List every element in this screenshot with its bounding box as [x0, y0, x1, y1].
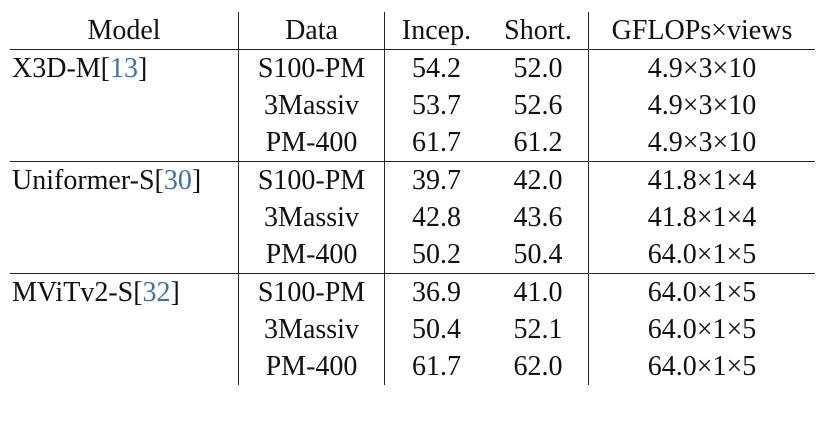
table-row: 3Massiv 53.7 52.6 4.9×3×10 — [10, 87, 815, 124]
citation-close-bracket: ] — [138, 53, 148, 84]
header-incep: Incep. — [384, 12, 488, 50]
model-name: Uniformer-S — [12, 165, 155, 196]
incep-cell: 42.8 — [384, 199, 488, 236]
table-row: 3Massiv 42.8 43.6 41.8×1×4 — [10, 199, 815, 236]
data-cell: 3Massiv — [238, 87, 385, 124]
data-cell: PM-400 — [238, 124, 385, 162]
model-cell: Uniformer-S[30] — [10, 161, 239, 274]
data-cell: 3Massiv — [238, 311, 385, 348]
citation-link[interactable]: 13 — [110, 53, 138, 84]
short-cell: 42.0 — [488, 161, 589, 199]
data-cell: S100-PM — [238, 161, 385, 199]
short-cell: 62.0 — [513, 351, 563, 382]
table-row: Uniformer-S[30] S100-PM 39.7 42.0 41.8×1×4 — [10, 161, 815, 274]
header-data: Data — [238, 12, 385, 50]
short-cell: 50.4 — [513, 239, 563, 270]
data-cell: S100-PM — [238, 49, 385, 87]
citation-close-bracket: ] — [191, 165, 202, 196]
incep-cell: 50.2 — [384, 236, 488, 274]
short-cell: 52.0 — [513, 53, 563, 84]
table-row: PM-400 61.7 62.0 64.0×1×5 — [10, 348, 815, 385]
short-cell: 43.6 — [513, 202, 563, 233]
gflops-cell: 64.0×1×5 — [588, 348, 815, 385]
incep-cell: 61.7 — [384, 348, 488, 385]
table-row: X3D-M[13] S100-PM 54.2 52.0 4.9×3×10 — [10, 49, 815, 87]
model-cell: X3D-M[13] — [10, 50, 239, 162]
citation-open-bracket: [ — [154, 165, 164, 196]
incep-cell: 36.9 — [384, 273, 488, 311]
incep-cell: 50.4 — [384, 311, 488, 348]
gflops-cell: 4.9×3×10 — [588, 124, 815, 162]
model-name: X3D-M — [12, 53, 101, 84]
short-cell: 61.2 — [513, 127, 563, 158]
results-table: Model Data Incep. Short. GFLOPs×views X3… — [10, 12, 815, 385]
header-short: Short. — [488, 12, 589, 50]
incep-cell: 39.7 — [384, 161, 488, 199]
gflops-cell: 64.0×1×5 — [588, 236, 815, 274]
gflops-cell: 4.9×3×10 — [588, 49, 815, 87]
short-cell: 41.0 — [488, 273, 589, 311]
table-row: PM-400 50.2 50.4 64.0×1×5 — [10, 236, 815, 274]
model-cell: MViTv2-S[32] — [10, 273, 239, 385]
short-cell: 52.1 — [513, 314, 563, 345]
model-group: Uniformer-S[30] S100-PM 39.7 42.0 41.8×1×4 3M… — [10, 161, 815, 274]
citation-link[interactable]: 32 — [142, 277, 171, 308]
incep-cell: 61.7 — [384, 124, 488, 162]
short-cell: 52.6 — [513, 90, 563, 121]
table-row: 3Massiv 50.4 52.1 64.0×1×5 — [10, 311, 815, 348]
data-cell: PM-400 — [238, 348, 385, 385]
model-group: X3D-M[13] S100-PM 54.2 52.0 4.9×3×10 3Massiv 5… — [10, 49, 815, 162]
gflops-cell: 41.8×1×4 — [588, 161, 815, 199]
citation-open-bracket: [ — [133, 277, 143, 308]
header-gflops: GFLOPs×views — [588, 12, 815, 50]
citation-link[interactable]: 30 — [163, 165, 192, 196]
table-row: MViTv2-S[32] S100-PM 36.9 41.0 64.0×1×5 — [10, 273, 815, 385]
citation-open-bracket: [ — [100, 53, 110, 84]
gflops-cell: 64.0×1×5 — [588, 273, 815, 311]
gflops-cell: 41.8×1×4 — [588, 199, 815, 236]
data-cell: 3Massiv — [238, 199, 385, 236]
incep-cell: 53.7 — [384, 87, 488, 124]
incep-cell: 54.2 — [384, 49, 488, 87]
model-group: MViTv2-S[32] S100-PM 36.9 41.0 64.0×1×5 3Mass… — [10, 273, 815, 385]
gflops-cell: 4.9×3×10 — [588, 87, 815, 124]
table-row: PM-400 61.7 61.2 4.9×3×10 — [10, 124, 815, 162]
data-cell: PM-400 — [238, 236, 385, 274]
header-model: Model — [10, 12, 239, 50]
citation-close-bracket: ] — [170, 277, 180, 308]
gflops-cell: 64.0×1×5 — [588, 311, 815, 348]
header-row: Model Data Incep. Short. GFLOPs×views — [10, 12, 815, 50]
model-name: MViTv2-S — [12, 277, 134, 308]
data-cell: S100-PM — [238, 273, 385, 311]
